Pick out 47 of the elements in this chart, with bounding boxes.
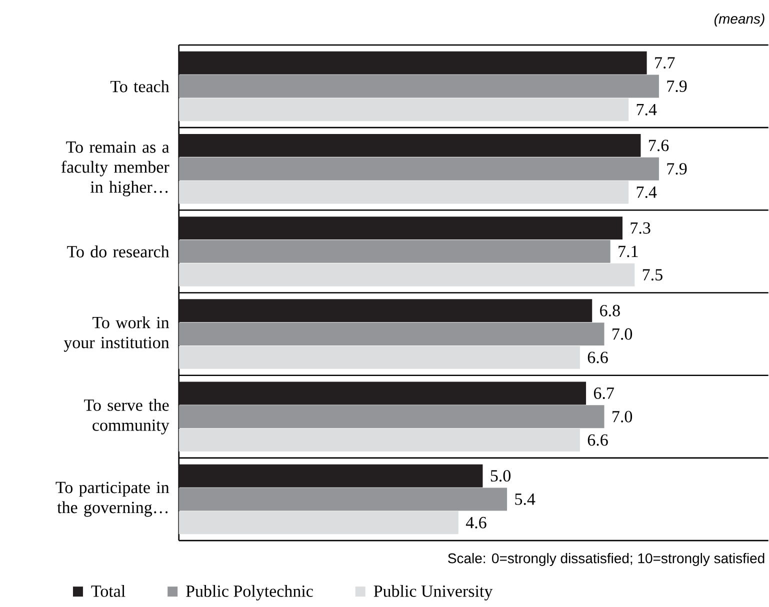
- data-label: 7.9: [667, 162, 687, 174]
- data-label: 5.0: [490, 470, 511, 482]
- bar: [178, 428, 580, 452]
- data-label: 7.7: [655, 56, 675, 68]
- bar: [178, 404, 604, 428]
- bar: [178, 322, 604, 346]
- bar: [178, 216, 622, 240]
- y-tick-label: To remain as a faculty member in higher…: [61, 141, 170, 196]
- data-label: 7.0: [612, 410, 632, 422]
- data-label: 7.3: [630, 222, 650, 234]
- bar: [178, 263, 635, 286]
- data-label: 6.7: [594, 387, 614, 399]
- bar: [178, 298, 592, 322]
- y-tick-label: To serve the community: [84, 398, 170, 434]
- text: (means): [714, 13, 764, 26]
- bar: [178, 488, 508, 510]
- bar: [178, 464, 483, 488]
- bar: [178, 346, 580, 369]
- bar: [178, 510, 458, 534]
- legend-label: Public Polytechnic: [186, 584, 313, 600]
- y-tick-label: To work in your institution: [64, 316, 170, 352]
- bar: [178, 51, 647, 74]
- y-tick-label: To do research: [67, 245, 170, 258]
- data-label: 4.6: [466, 516, 486, 528]
- text: Scale: 0=strongly dissatisfied; 10=strongly satisfied: [448, 552, 764, 566]
- bar: [178, 134, 641, 157]
- bar: [178, 180, 629, 204]
- data-label: 7.4: [636, 104, 657, 116]
- y-tick-label: To participate in the governing…: [56, 482, 170, 516]
- data-label: 6.8: [600, 304, 620, 316]
- bar: [178, 74, 659, 98]
- bar: [178, 157, 659, 180]
- data-label: 7.1: [618, 246, 638, 257]
- data-label: 7.4: [636, 186, 657, 198]
- data-label: 5.4: [515, 493, 536, 505]
- y-tick-label: To teach: [110, 80, 170, 92]
- legend-label: Total: [91, 584, 126, 597]
- data-label: 7.9: [667, 80, 687, 92]
- data-label: 7.5: [642, 268, 662, 280]
- data-label: 6.6: [588, 434, 608, 446]
- bar: [178, 240, 610, 263]
- legend-label: Public University: [374, 584, 493, 600]
- data-label: 7.0: [612, 328, 632, 340]
- data-label: 7.6: [649, 139, 669, 151]
- bar: [178, 382, 586, 404]
- data-label: 6.6: [588, 351, 608, 363]
- bar: [178, 98, 629, 121]
